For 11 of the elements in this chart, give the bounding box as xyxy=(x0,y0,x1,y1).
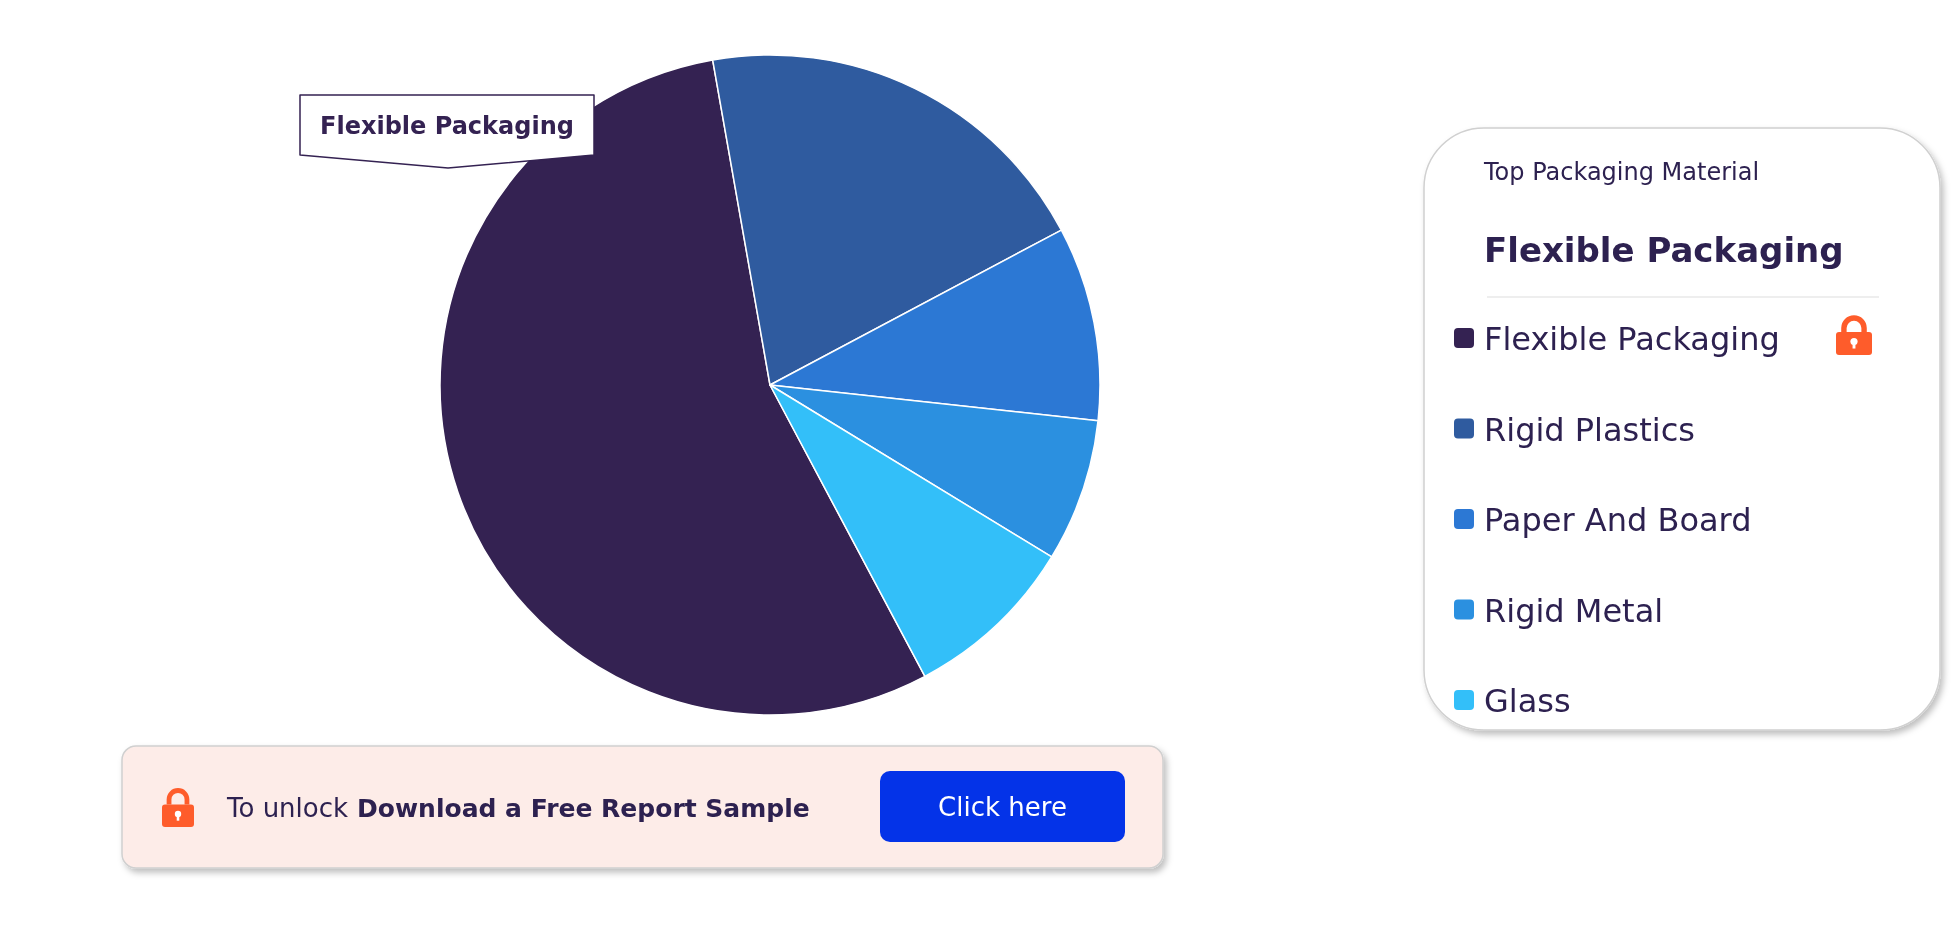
text: Click here xyxy=(938,792,1067,822)
text: Download a Free Report Sample xyxy=(357,794,810,823)
legend-label: Paper And Board xyxy=(1484,501,1752,539)
legend-label: Glass xyxy=(1484,682,1571,720)
text: To unlock xyxy=(226,793,349,823)
legend-title: Top Packaging Material xyxy=(1483,158,1760,186)
text: Flexible Packaging xyxy=(1484,230,1844,270)
legend-label: Rigid Metal xyxy=(1484,591,1664,630)
legend-label: Rigid Plastics xyxy=(1484,410,1695,449)
text: Flexible Packaging xyxy=(320,112,574,140)
legend-label: Flexible Packaging xyxy=(1484,320,1780,358)
